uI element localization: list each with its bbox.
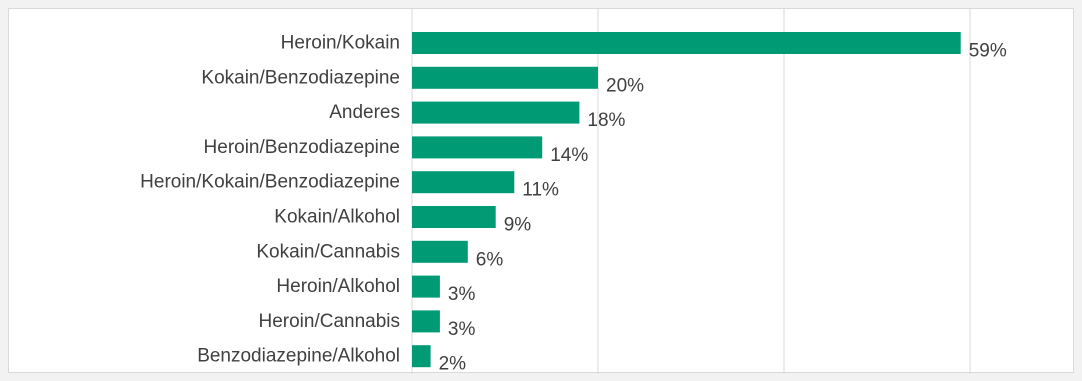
- value-label-2: 18%: [587, 110, 625, 131]
- category-label-1: Kokain/Benzodiazepine: [201, 67, 400, 88]
- category-label-9: Benzodiazepine/Alkohol: [197, 346, 400, 367]
- bar-6: [412, 240, 468, 263]
- bars: [412, 32, 961, 368]
- category-label-6: Kokain/Cannabis: [256, 241, 400, 262]
- value-label-7: 3%: [448, 284, 476, 305]
- bar-7: [412, 275, 440, 298]
- category-label-8: Heroin/Cannabis: [258, 311, 400, 332]
- value-label-5: 9%: [504, 215, 532, 236]
- category-label-4: Heroin/Kokain/Benzodiazepine: [140, 172, 400, 193]
- bar-4: [412, 171, 515, 194]
- bar-0: [412, 32, 961, 54]
- value-label-0: 59%: [969, 41, 1007, 62]
- category-label-5: Kokain/Alkohol: [274, 207, 400, 228]
- category-label-2: Anderes: [329, 102, 400, 123]
- value-label-4: 11%: [522, 180, 559, 201]
- category-label-0: Heroin/Kokain: [281, 33, 400, 54]
- bar-3: [412, 136, 543, 159]
- category-labels: Heroin/Kokain Kokain/Benzodiazepine Andere…: [140, 33, 400, 367]
- value-label-6: 6%: [476, 249, 504, 270]
- bar-9: [412, 345, 431, 368]
- bar-2: [412, 101, 580, 124]
- bar-1: [412, 66, 598, 89]
- bar-5: [412, 206, 496, 228]
- value-label-3: 14%: [550, 145, 588, 166]
- value-labels: 59%20%18%14%11%9%6%3%3%2%: [439, 41, 1007, 375]
- chart-frame: Heroin/Kokain Kokain/Benzodiazepine Andere…: [8, 8, 1074, 375]
- value-label-9: 2%: [439, 354, 467, 374]
- value-label-1: 20%: [606, 75, 644, 96]
- category-label-3: Heroin/Benzodiazepine: [204, 137, 400, 158]
- category-label-7: Heroin/Alkohol: [276, 276, 400, 297]
- bar-8: [412, 310, 440, 333]
- bar-chart: Heroin/Kokain Kokain/Benzodiazepine Andere…: [140, 9, 1007, 375]
- value-label-8: 3%: [448, 319, 476, 340]
